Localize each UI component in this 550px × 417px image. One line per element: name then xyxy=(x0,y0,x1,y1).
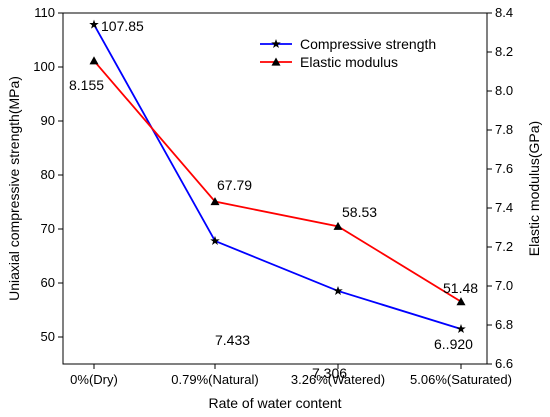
data-label: 51.48 xyxy=(443,280,478,296)
triangle-marker xyxy=(456,297,466,306)
y-left-tick-label: 100 xyxy=(33,59,55,74)
series-line-0 xyxy=(93,24,462,330)
triangle-marker xyxy=(89,56,99,65)
y-right-tick-label: 7.0 xyxy=(495,278,513,293)
series-line-1 xyxy=(93,60,462,303)
y-right-tick-label: 7.6 xyxy=(495,161,513,176)
data-label: 107.85 xyxy=(101,18,144,34)
y-right-tick-label: 7.2 xyxy=(495,239,513,254)
x-axis-title: Rate of water content xyxy=(208,395,341,411)
star-marker xyxy=(210,235,220,245)
star-marker xyxy=(456,324,466,334)
y-axis-right-title: Elastic modulus(GPa) xyxy=(526,121,542,256)
data-label: 7.433 xyxy=(215,332,250,348)
y-right-tick-label: 6.6 xyxy=(495,356,513,371)
data-label: 8.155 xyxy=(69,77,104,93)
legend-star-marker xyxy=(271,39,281,49)
x-tick-label: 0%(Dry) xyxy=(70,372,118,387)
y-left-tick-label: 60 xyxy=(41,275,55,290)
star-marker xyxy=(333,285,343,295)
data-label: 67.79 xyxy=(217,177,252,193)
y-right-tick-label: 8.0 xyxy=(495,83,513,98)
plot-frame xyxy=(62,12,488,365)
x-tick-label: 5.06%(Saturated) xyxy=(410,372,512,387)
y-right-tick-label: 8.4 xyxy=(495,5,513,20)
y-left-tick-label: 70 xyxy=(41,221,55,236)
y-left-tick-label: 50 xyxy=(41,329,55,344)
axes: 50 60 70 80 90 100 110 6.6 6.8 7.0 7.2 7.4 7.6 7.8 8.0… xyxy=(33,5,513,387)
data-label: 7.306 xyxy=(312,365,347,381)
legend-label: Elastic modulus xyxy=(300,54,398,70)
legend-label: Compressive strength xyxy=(300,36,436,52)
y-right-tick-label: 7.4 xyxy=(495,200,513,215)
data-labels: 107.85 7.433 7.306 6..920 8.155 67.79 58.53 51.… xyxy=(69,18,478,381)
triangle-marker xyxy=(333,221,343,230)
legend-triangle-marker xyxy=(271,57,281,66)
y-left-tick-label: 90 xyxy=(41,113,55,128)
triangle-marker xyxy=(210,197,220,206)
series-layer xyxy=(89,19,466,334)
y-axis-left-title: Uniaxial compressive strength(MPa) xyxy=(6,76,22,301)
y-left-tick-label: 80 xyxy=(41,167,55,182)
legend: Compressive strength Elastic modulus xyxy=(260,36,436,70)
y-left-tick-label: 110 xyxy=(34,5,55,20)
y-right-tick-label: 7.8 xyxy=(495,122,513,137)
y-right-tick-label: 6.8 xyxy=(495,317,513,332)
y-right-tick-label: 8.2 xyxy=(495,44,513,59)
data-label: 58.53 xyxy=(342,204,377,220)
star-marker xyxy=(89,19,99,29)
data-label: 6..920 xyxy=(434,336,473,352)
x-tick-label: 0.79%(Natural) xyxy=(171,372,258,387)
x-tick-label: 3.26%(Watered) xyxy=(291,372,385,387)
